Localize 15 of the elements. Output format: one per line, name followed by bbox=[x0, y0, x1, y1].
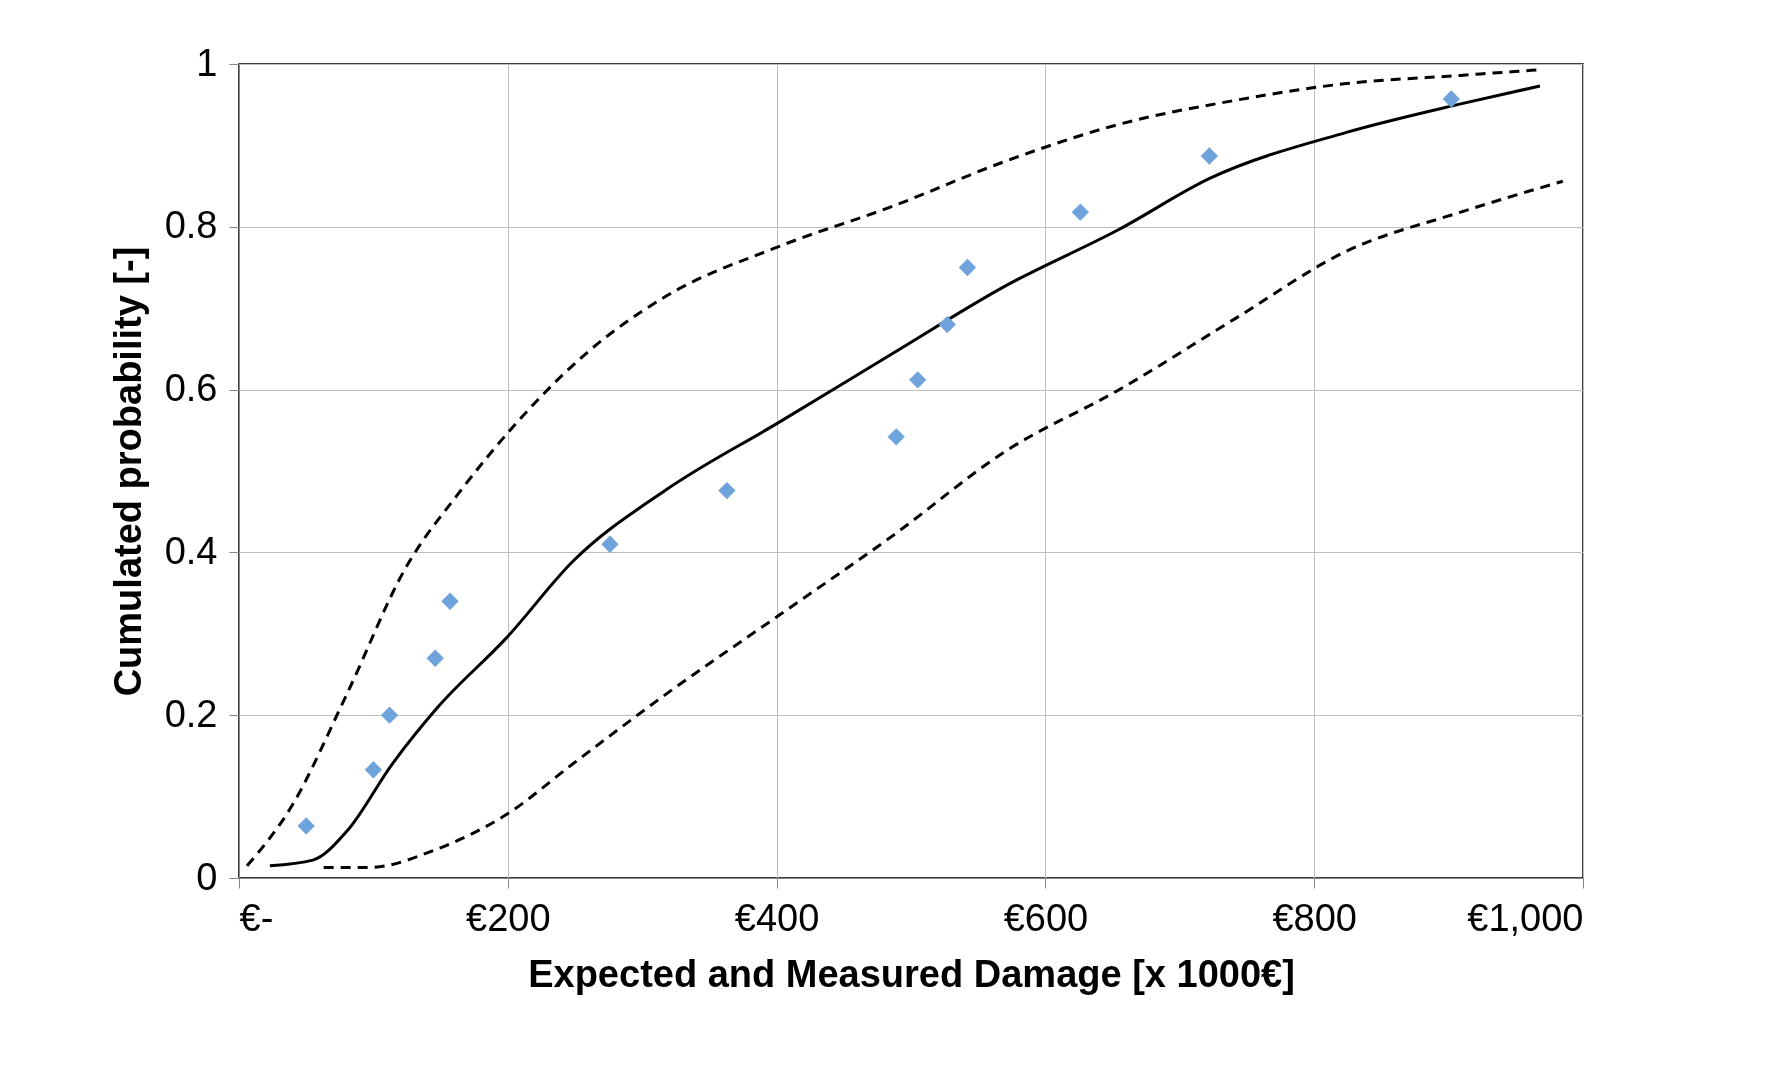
y-tick-label: 0.8 bbox=[164, 204, 218, 247]
y-tick-label: 0.4 bbox=[164, 529, 218, 572]
line-series bbox=[322, 179, 1565, 869]
x-tick-label: €800 bbox=[1272, 896, 1357, 939]
y-tick-label: 0.2 bbox=[164, 692, 218, 735]
x-tick-label: €600 bbox=[1003, 896, 1089, 939]
x-tick-label: €- bbox=[239, 896, 274, 939]
y-axis-title: Cumulated probability [-] bbox=[106, 246, 149, 697]
y-tick-label: 1 bbox=[196, 41, 218, 84]
x-tick-label: €400 bbox=[734, 896, 820, 939]
x-tick-label: €200 bbox=[466, 896, 551, 939]
x-axis-title: Expected and Measured Damage [x 1000€] bbox=[528, 952, 1295, 995]
x-tick-label: €1,000 bbox=[1467, 896, 1584, 939]
y-tick-label: 0 bbox=[196, 855, 218, 898]
y-tick-label: 0.6 bbox=[164, 367, 218, 410]
